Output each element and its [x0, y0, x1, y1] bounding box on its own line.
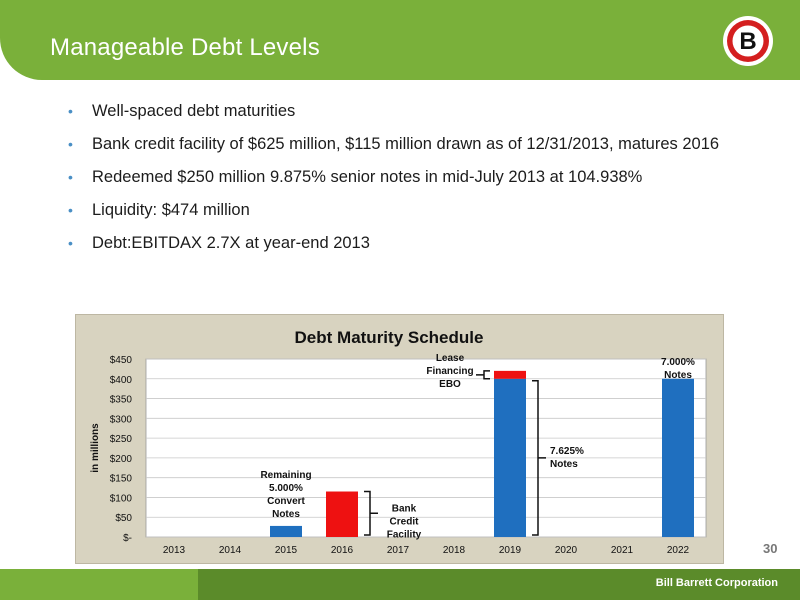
y-tick-label: $150 [110, 474, 133, 485]
x-tick-label: 2022 [667, 545, 690, 556]
annotation-label: Lease [436, 353, 465, 364]
y-tick-label: $450 [110, 355, 133, 366]
x-tick-label: 2018 [443, 545, 466, 556]
y-axis-label: in millions [90, 423, 101, 473]
y-tick-label: $300 [110, 414, 133, 425]
annotation-label: Credit [390, 517, 420, 528]
plot-area [145, 358, 707, 538]
bar [662, 378, 694, 537]
y-tick-label: $400 [110, 375, 133, 386]
annotation-label: Notes [272, 509, 300, 520]
y-tick-label: $200 [110, 454, 133, 465]
bullet-list: • Well-spaced debt maturities • Bank credi… [66, 100, 746, 265]
x-tick-label: 2014 [219, 545, 242, 556]
y-tick-label: $250 [110, 434, 133, 445]
notes-7625-bracket [532, 380, 546, 536]
chart-title: Debt Maturity Schedule [295, 328, 484, 347]
bar [494, 370, 526, 379]
bullet-item: • Redeemed $250 million 9.875% senior not… [68, 168, 643, 186]
annotation-label: 7.625% [550, 446, 584, 457]
annotation-label: 7.000% [661, 357, 695, 368]
annotation-label: Financing [426, 366, 473, 377]
bullet-item: • Debt:EBITDAX 2.7X at year-end 2013 [68, 234, 370, 252]
bullet-item: • Well-spaced debt maturities [68, 102, 296, 120]
title-bar: Manageable Debt Levels B [0, 0, 800, 80]
annotation-label: EBO [439, 379, 461, 390]
bullet-icon: • [68, 202, 73, 218]
x-tick-label: 2013 [163, 545, 186, 556]
lease-bracket [476, 370, 490, 380]
y-tick-label: $- [123, 533, 132, 544]
annotation-label: Facility [387, 530, 422, 541]
annotation-label: Notes [550, 459, 578, 470]
bullet-icon: • [68, 235, 73, 251]
bar [494, 378, 526, 537]
page-number: 30 [763, 541, 778, 556]
footer-bar: Bill Barrett Corporation [0, 569, 800, 600]
footer-company-name: Bill Barrett Corporation [655, 577, 778, 589]
bullet-icon: • [68, 136, 73, 152]
x-tick-label: 2015 [275, 545, 298, 556]
footer-accent [0, 569, 198, 600]
chart-svg: Debt Maturity Schedule $- $50 $100 $150 $200 $… [90, 328, 707, 556]
y-tick-label: $50 [115, 513, 132, 524]
x-tick-label: 2019 [499, 545, 522, 556]
y-tick-label: $350 [110, 395, 133, 406]
logo-letter: B [739, 28, 756, 55]
bullet-item: • Bank credit facility of $625 million, $… [68, 135, 720, 153]
x-tick-label: 2016 [331, 545, 354, 556]
annotation-label: Bank [392, 504, 417, 515]
bank-bracket [364, 490, 378, 536]
bullet-icon: • [68, 169, 73, 185]
bar [270, 525, 302, 537]
annotation-label: 5.000% [269, 483, 303, 494]
bar [326, 491, 358, 537]
x-tick-label: 2021 [611, 545, 634, 556]
y-tick-label: $100 [110, 493, 133, 504]
annotation-label: Convert [267, 496, 305, 507]
bullet-icon: • [68, 103, 73, 119]
x-tick-label: 2020 [555, 545, 578, 556]
company-logo-icon: B [723, 16, 773, 66]
bullet-item: • Liquidity: $474 million [68, 201, 250, 219]
slide-title: Manageable Debt Levels [50, 34, 320, 61]
debt-maturity-chart: Debt Maturity Schedule $- $50 $100 $150 $200 $… [75, 314, 724, 564]
annotation-label: Remaining [260, 470, 311, 481]
x-tick-label: 2017 [387, 545, 410, 556]
annotation-label: Notes [664, 370, 692, 381]
